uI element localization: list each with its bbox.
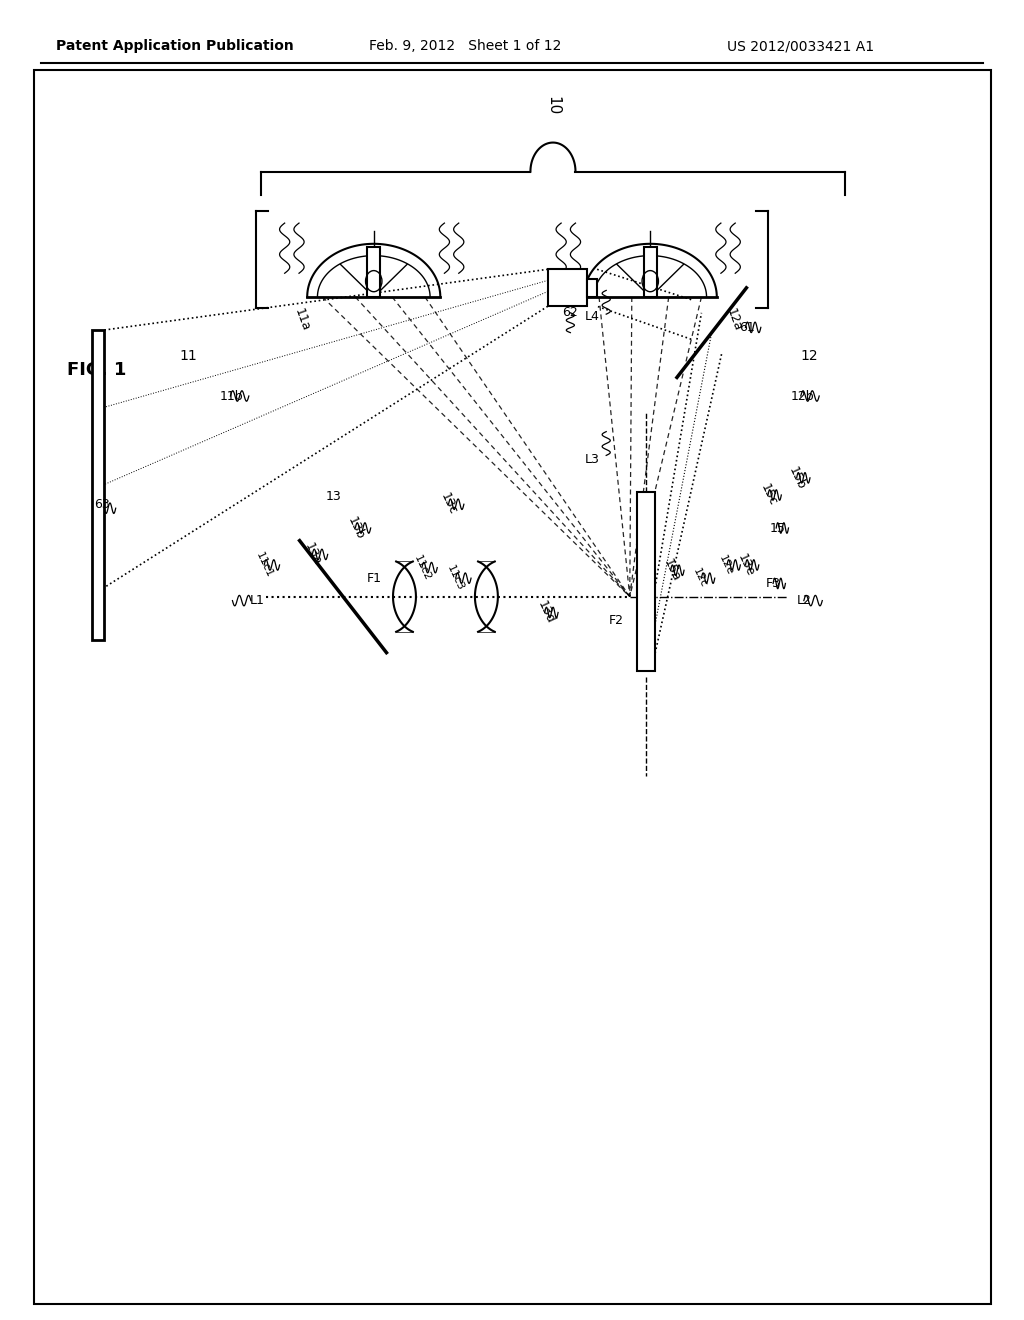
- Text: 62: 62: [562, 306, 579, 319]
- Text: 13: 13: [326, 490, 341, 503]
- Text: 10: 10: [546, 96, 560, 115]
- Text: 11c1: 11c1: [254, 550, 274, 579]
- Text: F3: F3: [766, 577, 781, 590]
- Text: US 2012/0033421 A1: US 2012/0033421 A1: [727, 40, 874, 53]
- Text: 11a: 11a: [292, 306, 312, 333]
- Text: 13e: 13e: [735, 552, 757, 578]
- Text: Feb. 9, 2012   Sheet 1 of 12: Feb. 9, 2012 Sheet 1 of 12: [369, 40, 561, 53]
- Text: 13c: 13c: [438, 491, 460, 517]
- Text: 13d: 13d: [535, 599, 556, 626]
- Bar: [587, 279, 597, 297]
- Bar: [548, 269, 587, 306]
- Text: 12e: 12e: [717, 553, 735, 577]
- Text: 13a: 13a: [302, 541, 324, 568]
- Text: 11b: 11b: [220, 389, 244, 403]
- Text: L4: L4: [585, 310, 600, 323]
- Text: L1: L1: [249, 594, 264, 607]
- Text: 12: 12: [801, 350, 818, 363]
- Text: 12a: 12a: [724, 306, 744, 333]
- Text: 11c3: 11c3: [445, 564, 466, 593]
- Text: F2: F2: [608, 614, 624, 627]
- Bar: [637, 492, 655, 671]
- Text: 11: 11: [179, 350, 197, 363]
- Bar: [644, 247, 657, 297]
- Bar: [367, 247, 381, 297]
- Text: L3: L3: [585, 453, 600, 466]
- Text: Patent Application Publication: Patent Application Publication: [56, 40, 294, 53]
- Text: F1: F1: [367, 572, 382, 585]
- Text: 15c: 15c: [758, 482, 779, 508]
- Text: 15: 15: [770, 521, 786, 535]
- Text: 15b: 15b: [786, 465, 808, 491]
- Text: 61: 61: [739, 321, 755, 334]
- Text: 15a: 15a: [660, 557, 682, 583]
- Text: 12c: 12c: [691, 566, 709, 590]
- Text: 11c2: 11c2: [412, 553, 432, 582]
- Text: 12b: 12b: [791, 389, 814, 403]
- Text: FIG. 1: FIG. 1: [67, 360, 126, 379]
- Text: 63: 63: [94, 498, 110, 511]
- Bar: [92, 330, 104, 640]
- Text: 13b: 13b: [345, 515, 367, 541]
- Text: L2: L2: [797, 594, 812, 607]
